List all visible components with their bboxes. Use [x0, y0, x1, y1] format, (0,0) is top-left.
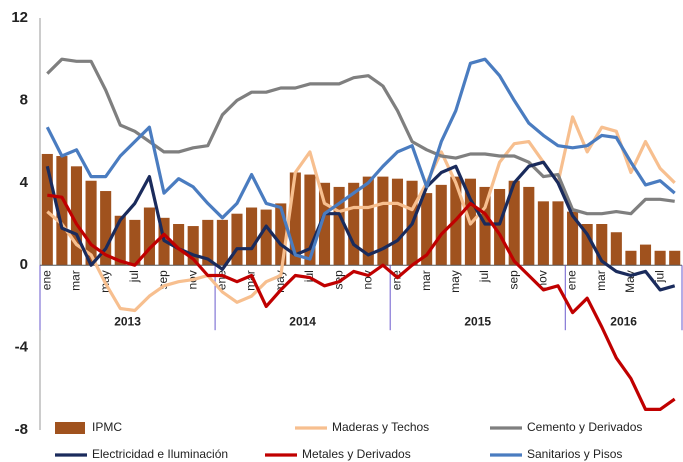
- year-label: 2013: [114, 314, 141, 328]
- line-series: [46, 115, 676, 313]
- bar: [231, 213, 243, 266]
- bar: [143, 207, 155, 266]
- bar: [202, 219, 214, 266]
- bar: [70, 166, 83, 266]
- y-tick-label: 0: [20, 256, 28, 273]
- x-tick-label: jul: [477, 270, 491, 283]
- x-tick-label: sep: [506, 270, 520, 290]
- bar: [669, 250, 681, 266]
- bar: [596, 224, 608, 266]
- legend-label: IPMC: [92, 420, 122, 434]
- bar: [508, 180, 520, 266]
- bar: [625, 250, 637, 266]
- bar: [129, 219, 141, 266]
- bar: [173, 224, 185, 266]
- bar: [567, 211, 579, 266]
- y-tick-label: 4: [20, 174, 29, 191]
- bar: [187, 226, 199, 266]
- year-label: 2014: [289, 314, 316, 328]
- bar: [523, 186, 535, 266]
- bar: [275, 203, 287, 266]
- x-tick-label: may: [448, 270, 462, 293]
- bar: [318, 182, 331, 266]
- x-tick-label: ene: [39, 270, 53, 290]
- line-series: [45, 57, 676, 261]
- legend-label: Maderas y Techos: [332, 420, 429, 434]
- legend-swatch: [55, 422, 85, 434]
- y-tick-label: -8: [15, 421, 28, 438]
- bar: [435, 184, 447, 266]
- bar: [537, 201, 549, 266]
- legend-label: Sanitarios y Pisos: [527, 447, 622, 461]
- bar: [114, 215, 126, 266]
- bar: [654, 250, 666, 266]
- x-tick-label: mar: [594, 270, 608, 291]
- bar: [639, 244, 652, 266]
- y-tick-label: 12: [11, 9, 28, 26]
- line-series: [45, 160, 676, 292]
- bar: [289, 172, 301, 266]
- x-tick-label: jul: [127, 270, 141, 283]
- line-series: [47, 193, 676, 411]
- bar: [85, 180, 97, 266]
- x-tick-label: mar: [69, 270, 83, 291]
- bar: [41, 153, 53, 266]
- bar: [421, 193, 433, 266]
- bar: [348, 182, 360, 266]
- bar: [494, 188, 506, 266]
- x-tick-label: mar: [244, 270, 258, 291]
- y-tick-label: -4: [15, 339, 29, 356]
- bar: [581, 224, 593, 266]
- x-tick-label: ene: [565, 270, 579, 290]
- bar: [304, 174, 316, 266]
- bar: [362, 176, 374, 266]
- legend-label: Metales y Derivados: [302, 447, 411, 461]
- x-tick-label: mar: [419, 270, 433, 291]
- bar: [333, 186, 345, 266]
- bar: [391, 178, 404, 266]
- x-tick-label: sep: [331, 270, 345, 290]
- bar: [479, 186, 491, 266]
- bar: [216, 219, 228, 266]
- bar: [552, 201, 564, 266]
- x-tick-label: jul: [652, 270, 666, 283]
- bar: [377, 176, 389, 266]
- x-tick-label: nov: [536, 270, 550, 289]
- bar: [246, 207, 258, 266]
- bar: [56, 156, 68, 266]
- bar: [610, 232, 622, 266]
- y-tick-label: 8: [20, 91, 28, 108]
- legend-label: Cemento y Derivados: [527, 420, 642, 434]
- legend-label: Electricidad e Iluminación: [92, 447, 228, 461]
- year-label: 2016: [610, 314, 637, 328]
- year-label: 2015: [464, 314, 491, 328]
- bar: [260, 209, 272, 266]
- bar: [100, 191, 112, 266]
